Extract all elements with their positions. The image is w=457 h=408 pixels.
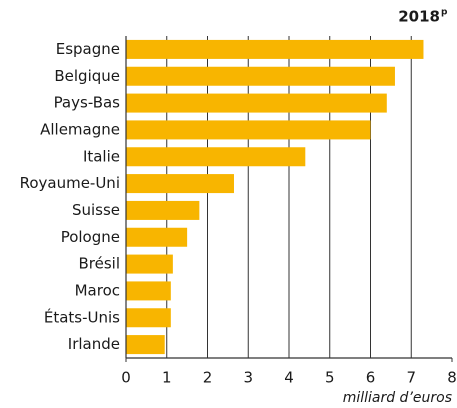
x-tick-label: 8 bbox=[447, 369, 457, 387]
y-tick-label: Italie bbox=[83, 147, 120, 165]
x-tick-label: 6 bbox=[366, 369, 376, 387]
bar bbox=[126, 66, 395, 86]
bar bbox=[126, 335, 165, 355]
y-tick-label: Royaume-Uni bbox=[20, 174, 120, 192]
x-tick-label: 2 bbox=[203, 369, 213, 387]
x-tick-label: 5 bbox=[325, 369, 335, 387]
bar bbox=[126, 39, 424, 59]
y-tick-label: Irlande bbox=[68, 335, 120, 353]
y-tick-label: Allemagne bbox=[40, 120, 120, 138]
bar bbox=[126, 200, 200, 220]
x-tick-label: 1 bbox=[162, 369, 172, 387]
bar bbox=[126, 281, 171, 301]
bar bbox=[126, 254, 173, 274]
bar bbox=[126, 93, 387, 113]
title-superscript: p bbox=[441, 8, 448, 18]
bar bbox=[126, 308, 171, 328]
y-tick-label: Suisse bbox=[72, 201, 120, 219]
x-tick-label: 7 bbox=[406, 369, 416, 387]
y-tick-label: Belgique bbox=[54, 67, 120, 85]
chart-title: 2018 bbox=[398, 8, 440, 26]
x-tick-label: 4 bbox=[284, 369, 294, 387]
y-tick-label: Pays-Bas bbox=[54, 94, 121, 112]
y-tick-label: Pologne bbox=[61, 228, 120, 246]
bar bbox=[126, 174, 234, 194]
y-tick-label: États-Unis bbox=[44, 307, 120, 326]
x-tick-label: 3 bbox=[243, 369, 253, 387]
y-tick-label: Maroc bbox=[75, 281, 120, 299]
bar bbox=[126, 147, 306, 167]
bar bbox=[126, 120, 371, 140]
x-axis-label: milliard d’euros bbox=[343, 390, 452, 406]
y-tick-label: Espagne bbox=[56, 40, 120, 58]
y-tick-label: Brésil bbox=[78, 255, 120, 273]
x-tick-label: 0 bbox=[121, 369, 131, 387]
bar bbox=[126, 227, 188, 247]
